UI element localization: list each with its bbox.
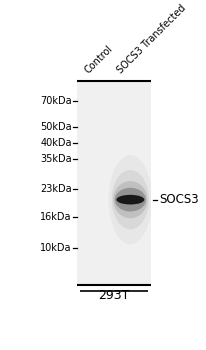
Text: SOCS3: SOCS3 bbox=[158, 193, 198, 206]
Text: SOCS3 Transfected: SOCS3 Transfected bbox=[115, 3, 187, 76]
Text: 10kDa: 10kDa bbox=[40, 243, 71, 253]
Text: Control: Control bbox=[83, 44, 114, 76]
Text: 50kDa: 50kDa bbox=[40, 122, 71, 132]
Text: 35kDa: 35kDa bbox=[40, 154, 71, 164]
Text: 40kDa: 40kDa bbox=[40, 138, 71, 148]
Bar bbox=[77, 81, 150, 285]
Text: 23kDa: 23kDa bbox=[40, 184, 71, 194]
Text: 293T: 293T bbox=[98, 289, 129, 302]
Text: 16kDa: 16kDa bbox=[40, 212, 71, 222]
Text: 70kDa: 70kDa bbox=[40, 96, 71, 106]
